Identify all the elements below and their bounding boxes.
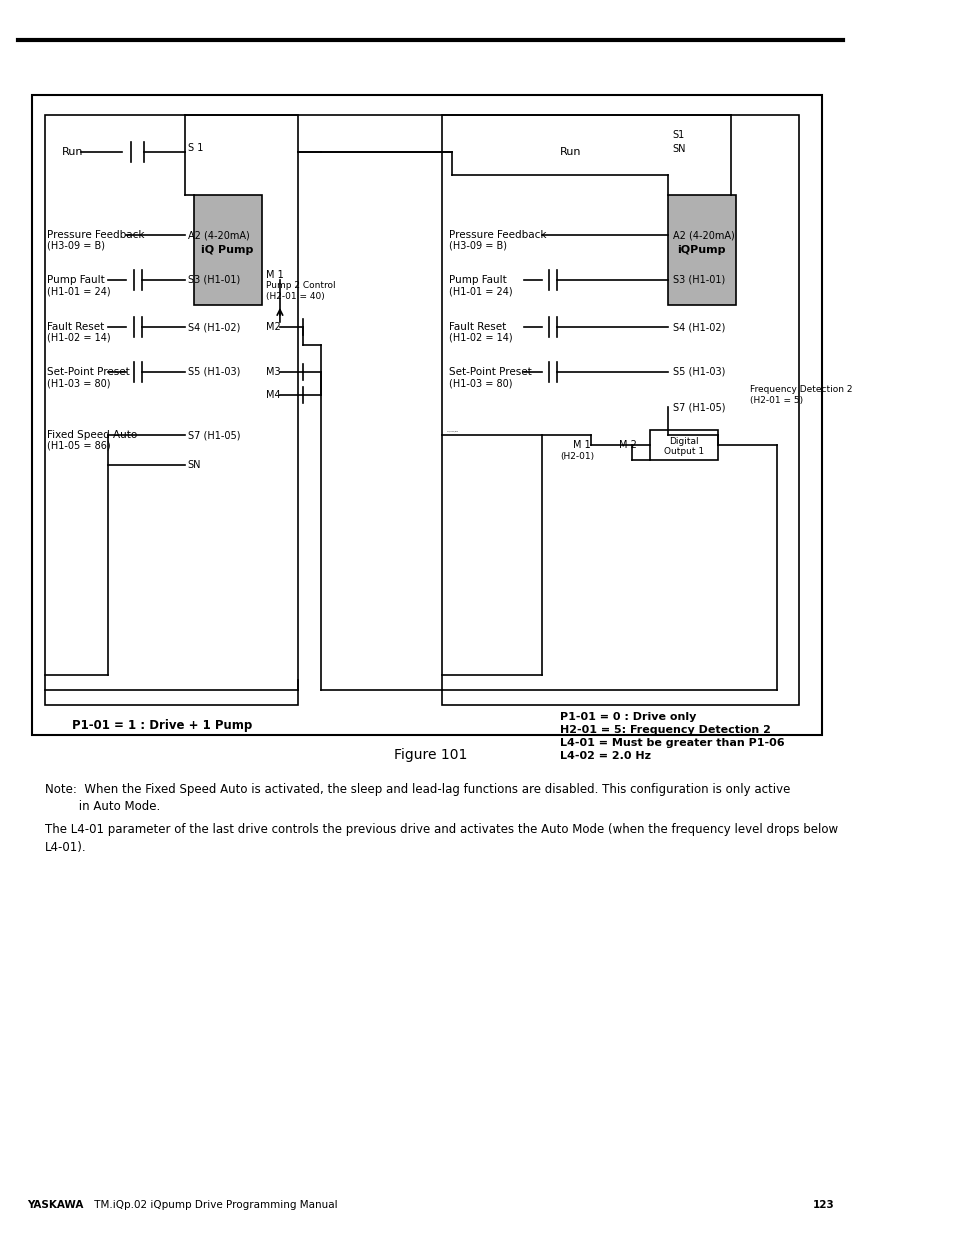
Text: P1-01 = 0 : Drive only: P1-01 = 0 : Drive only [559,713,696,722]
Text: Fixed Speed Auto: Fixed Speed Auto [47,430,137,440]
Bar [45,115,297,705]
Text: M 1: M 1 [266,270,284,280]
Bar [194,195,262,305]
Text: (H1-02 = 14): (H1-02 = 14) [448,333,512,343]
Text: S5 (H1-03): S5 (H1-03) [672,367,724,377]
Text: Note:  When the Fixed Speed Auto is activated, the sleep and lead-lag functions : Note: When the Fixed Speed Auto is activ… [45,783,790,797]
Text: S3 (H1-01): S3 (H1-01) [672,275,724,285]
Text: SN: SN [188,459,201,471]
Text: S7 (H1-05): S7 (H1-05) [188,430,240,440]
Text: Fault Reset: Fault Reset [47,322,104,332]
Text: (H1-05 = 86): (H1-05 = 86) [47,441,111,451]
Text: H2-01 = 5: Frequency Detection 2: H2-01 = 5: Frequency Detection 2 [559,725,770,735]
Text: L4-02 = 2.0 Hz: L4-02 = 2.0 Hz [559,751,650,761]
Text: S4 (H1-02): S4 (H1-02) [188,322,240,332]
Text: YASKAWA: YASKAWA [27,1200,83,1210]
Text: Pressure Feedback: Pressure Feedback [47,230,144,240]
Text: A2 (4-20mA): A2 (4-20mA) [188,230,250,240]
Text: (H2-01 = 5): (H2-01 = 5) [749,396,801,405]
Text: Frequency Detection 2: Frequency Detection 2 [749,385,851,394]
Text: S 1: S 1 [188,143,203,153]
Text: Output 1: Output 1 [663,447,703,457]
Text: S4 (H1-02): S4 (H1-02) [672,322,724,332]
Text: L4-01 = Must be greater than P1-06: L4-01 = Must be greater than P1-06 [559,739,783,748]
Text: (H2-01): (H2-01) [559,452,594,462]
Text: (H1-03 = 80): (H1-03 = 80) [47,378,111,388]
Text: (H1-03 = 80): (H1-03 = 80) [448,378,512,388]
Text: (H3-09 = B): (H3-09 = B) [448,240,506,249]
Text: Digital: Digital [668,436,698,446]
Text: M4: M4 [266,390,281,400]
Text: iQ Pump: iQ Pump [201,245,253,254]
Text: Figure 101: Figure 101 [394,748,467,762]
Text: SN: SN [672,144,685,154]
Text: (H1-01 = 24): (H1-01 = 24) [448,287,512,296]
Text: M 2: M 2 [618,440,636,450]
Text: iQPump: iQPump [677,245,725,254]
Text: in Auto Mode.: in Auto Mode. [45,800,160,814]
Bar [650,430,718,459]
Bar [667,195,735,305]
Text: S7 (H1-05): S7 (H1-05) [672,403,724,412]
Text: (H1-02 = 14): (H1-02 = 14) [47,333,111,343]
Text: Pressure Feedback: Pressure Feedback [448,230,546,240]
Text: Pump 2 Control: Pump 2 Control [266,282,335,290]
Text: TM.iQp.02 iQpump Drive Programming Manual: TM.iQp.02 iQpump Drive Programming Manua… [91,1200,337,1210]
Text: L4-01).: L4-01). [45,841,87,853]
Text: Run: Run [61,147,83,157]
Text: (H1-01 = 24): (H1-01 = 24) [47,287,111,296]
Bar [442,115,799,705]
Text: S7 (H1-05) area: S7 (H1-05) area [447,430,457,432]
Text: A2 (4-20mA): A2 (4-20mA) [672,230,734,240]
Text: S3 (H1-01): S3 (H1-01) [188,275,240,285]
Text: 123: 123 [812,1200,834,1210]
Text: Run: Run [559,147,580,157]
Text: Pump Fault: Pump Fault [47,275,105,285]
Text: Fault Reset: Fault Reset [448,322,505,332]
Text: S5 (H1-03): S5 (H1-03) [188,367,240,377]
Text: S1: S1 [672,130,684,140]
Text: P1-01 = 1 : Drive + 1 Pump: P1-01 = 1 : Drive + 1 Pump [72,719,253,731]
Text: The L4-01 parameter of the last drive controls the previous drive and activates : The L4-01 parameter of the last drive co… [45,824,838,836]
Bar [31,95,821,735]
Text: M 1: M 1 [573,440,591,450]
Text: Pump Fault: Pump Fault [448,275,506,285]
Text: M2: M2 [266,322,281,332]
Text: M3: M3 [266,367,281,377]
Text: Set-Point Preset: Set-Point Preset [448,367,531,377]
Text: (H3-09 = B): (H3-09 = B) [47,240,105,249]
Text: (H2-01 = 40): (H2-01 = 40) [266,291,325,300]
Text: Set-Point Preset: Set-Point Preset [47,367,130,377]
